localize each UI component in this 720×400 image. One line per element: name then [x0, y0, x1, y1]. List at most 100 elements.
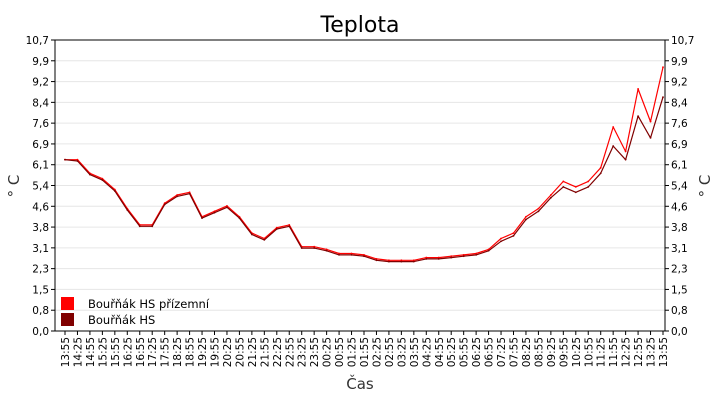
x-tick-label: 12:25 [621, 337, 633, 367]
data-point [512, 234, 515, 237]
y-tick-label-right: 3,1 [671, 243, 688, 255]
series-lines [64, 66, 664, 263]
data-point [388, 259, 390, 262]
x-tick-label: 13:55 [658, 337, 670, 367]
data-point [574, 191, 577, 194]
y-tick-label-right: 1,5 [671, 284, 688, 296]
x-tick-label: 01:25 [347, 337, 359, 367]
data-point [537, 207, 540, 210]
y-tick-label-right: 2,3 [671, 264, 688, 276]
data-point [375, 259, 378, 262]
x-tick-label: 20:25 [222, 337, 234, 367]
data-point [612, 126, 615, 128]
data-point [412, 259, 415, 262]
data-point [400, 260, 403, 263]
data-point [325, 249, 328, 252]
data-point [238, 217, 241, 220]
y-tick-label-left: 10,7 [26, 35, 49, 47]
y-tick-label-left: 6,1 [32, 160, 49, 172]
data-point [500, 237, 502, 240]
y-tick-label-right: 5,4 [671, 181, 688, 193]
y-tick-label-left: 5,4 [32, 181, 49, 193]
x-tick-label: 17:55 [160, 337, 172, 367]
data-point [250, 233, 253, 236]
data-point [562, 180, 565, 183]
data-point [500, 240, 502, 243]
data-point [437, 256, 440, 259]
data-point [525, 215, 527, 218]
data-point [325, 248, 328, 251]
legend-label: Bouřňák HS [88, 313, 155, 327]
x-tick-label: 15:25 [97, 337, 109, 367]
legend-label: Bouřňák HS přízemní [88, 297, 210, 311]
x-tick-label: 06:55 [484, 337, 496, 367]
data-point [113, 190, 116, 192]
y-axis-right: 0,0 0,8 1,5 2,3 3,1 3,8 4,6 5,4 6,1 6,9 7,6 8,4 9,2 9… [665, 35, 694, 338]
data-point [662, 66, 664, 69]
x-tick-label: 12:55 [633, 337, 645, 367]
data-point [574, 185, 577, 188]
data-point [313, 245, 316, 248]
data-point [213, 211, 216, 214]
data-point [76, 160, 79, 162]
data-point [599, 172, 602, 175]
data-point [375, 258, 378, 260]
x-tick-label: 22:55 [284, 337, 296, 367]
data-point [549, 194, 552, 196]
data-point [275, 228, 278, 230]
y-axis-label-right: ° C [696, 175, 714, 198]
data-point [89, 173, 91, 176]
x-tick-label: 16:55 [135, 337, 147, 367]
data-point [363, 255, 365, 258]
x-tick-label: 22:25 [272, 337, 284, 367]
data-point [437, 258, 440, 260]
x-tick-label: 00:25 [322, 337, 334, 367]
data-point [338, 252, 340, 255]
y-tick-label-right: 0,0 [671, 326, 688, 338]
y-tick-label-right: 10,7 [671, 35, 694, 47]
y-tick-label-left: 6,9 [32, 139, 49, 151]
y-axis-left: 0,0 0,8 1,5 2,3 3,1 3,8 4,6 5,4 6,1 6,9 7,6 8,4 9,2 9… [26, 35, 55, 338]
data-point [599, 166, 602, 169]
data-point [188, 191, 191, 194]
x-tick-label: 10:55 [583, 337, 595, 367]
x-tick-label: 11:25 [596, 337, 608, 367]
x-tick-label: 08:25 [521, 337, 533, 367]
x-tick-label: 15:55 [110, 337, 122, 367]
legend-swatch [61, 313, 74, 326]
x-tick-label: 02:55 [384, 337, 396, 367]
data-point [512, 232, 515, 234]
data-point [176, 194, 179, 196]
data-point [562, 185, 565, 188]
data-point [263, 238, 266, 241]
y-tick-label-left: 0,0 [32, 326, 49, 338]
y-tick-label-right: 9,2 [671, 77, 688, 89]
legend-swatch [61, 297, 74, 310]
data-point [462, 255, 465, 258]
data-point [537, 210, 540, 213]
x-tick-label: 14:55 [85, 337, 97, 367]
x-tick-label: 08:55 [533, 337, 545, 367]
data-point [475, 252, 478, 255]
y-tick-label-right: 6,1 [671, 160, 688, 172]
x-tick-label: 10:25 [571, 337, 583, 367]
y-tick-label-right: 0,8 [671, 305, 688, 317]
x-tick-label: 00:55 [334, 337, 346, 367]
x-tick-label: 21:25 [247, 337, 259, 367]
x-axis-label: Čas [346, 374, 374, 393]
y-tick-label-right: 4,6 [671, 201, 688, 213]
data-point [624, 158, 627, 161]
x-tick-label: 14:25 [72, 337, 84, 367]
data-point [624, 150, 627, 153]
x-tick-label: 03:55 [409, 337, 421, 367]
data-point [275, 226, 278, 229]
data-point [213, 210, 216, 213]
x-tick-label: 20:55 [234, 337, 246, 367]
y-tick-label-left: 4,6 [32, 201, 49, 213]
data-point [288, 225, 291, 228]
x-tick-label: 02:25 [371, 337, 383, 367]
data-point [350, 253, 353, 256]
data-point [587, 185, 590, 188]
data-point [549, 196, 552, 199]
